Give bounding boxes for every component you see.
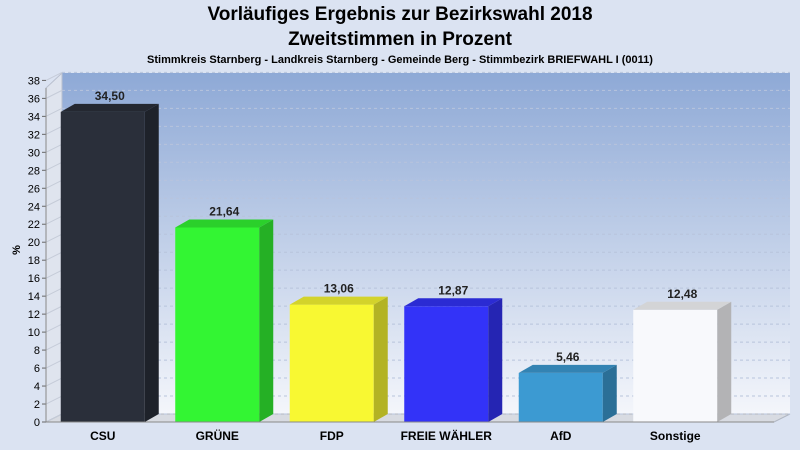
bar-top [289,296,388,305]
grid-line-side [45,395,63,405]
x-tick-label: GRÜNE [196,428,239,443]
bar [633,309,718,422]
grid-line-side [45,359,63,369]
bar-value-label: 34,50 [95,89,125,103]
bar-side [373,296,388,422]
plot-left-wall [45,71,63,423]
grid-line-side [45,323,63,333]
grid-line-side [45,143,63,153]
grid-line-side [45,215,63,225]
y-tick-label: 20 [28,237,40,249]
chart-subtitle: Stimmkreis Starnberg - Landkreis Starnbe… [147,54,653,66]
grid-line-side [45,233,63,243]
y-tick-label: 4 [34,381,40,393]
bar-value-label: 12,87 [438,283,468,297]
y-tick-label: 12 [28,309,40,321]
bar-top [404,298,503,307]
x-tick-label: AfD [550,429,572,443]
grid-line-side [45,341,63,351]
bar [60,111,145,422]
grid-line-side [45,269,63,279]
bar-side [602,364,617,422]
bar-side [259,219,274,422]
y-tick-label: 36 [28,93,40,105]
y-tick-label: 18 [28,255,40,267]
y-tick-label: 0 [34,417,40,429]
grid-line-side [45,197,63,207]
y-tick-label: 38 [28,75,40,87]
y-tick-label: 6 [34,363,40,375]
bar-value-label: 5,46 [556,350,580,364]
x-tick-label: Sonstige [650,429,701,443]
y-tick-label: 14 [28,291,40,303]
y-tick-label: 28 [28,165,40,177]
bar [404,306,489,422]
grid-line-side [45,413,63,423]
y-tick-label: 2 [34,399,40,411]
grid-line-side [45,305,63,315]
grid-line-side [45,251,63,261]
bar-side [717,301,732,422]
chart-title: Vorläufiges Ergebnis zur Bezirkswahl 201… [207,4,593,25]
y-tick-label: 8 [34,345,40,357]
bar-side [488,298,503,422]
x-tick-label: FREIE WÄHLER [401,428,493,443]
y-tick-label: 16 [28,273,40,285]
grid-line-side [45,161,63,171]
chart-title-line2: Zweitstimmen in Prozent [288,29,512,50]
bar [175,227,260,422]
y-tick-label: 30 [28,147,40,159]
x-tick-label: CSU [90,429,115,443]
y-tick-label: 22 [28,219,40,231]
bar [289,304,374,422]
x-tick-label: FDP [320,429,344,443]
bar-value-label: 12,48 [667,287,697,301]
grid-line-side [45,71,63,81]
bar-top [175,219,274,228]
grid-line-side [45,107,63,117]
grid-line-side [45,89,63,99]
bar-top [633,301,732,310]
y-tick-label: 34 [28,111,40,123]
bar-side [144,103,159,422]
bar [518,372,603,422]
grid-line-side [45,377,63,387]
y-tick-label: 24 [28,201,40,213]
y-axis-label: % [11,245,23,255]
y-tick-label: 26 [28,183,40,195]
bar-top [518,364,617,373]
y-tick-label: 32 [28,129,40,141]
bar-value-label: 13,06 [324,282,354,296]
y-tick-label: 10 [28,327,40,339]
bar-value-label: 21,64 [209,204,239,218]
grid-line-side [45,287,63,297]
grid-line-side [45,179,63,189]
bar-top [60,103,159,112]
grid-line-side [45,125,63,135]
